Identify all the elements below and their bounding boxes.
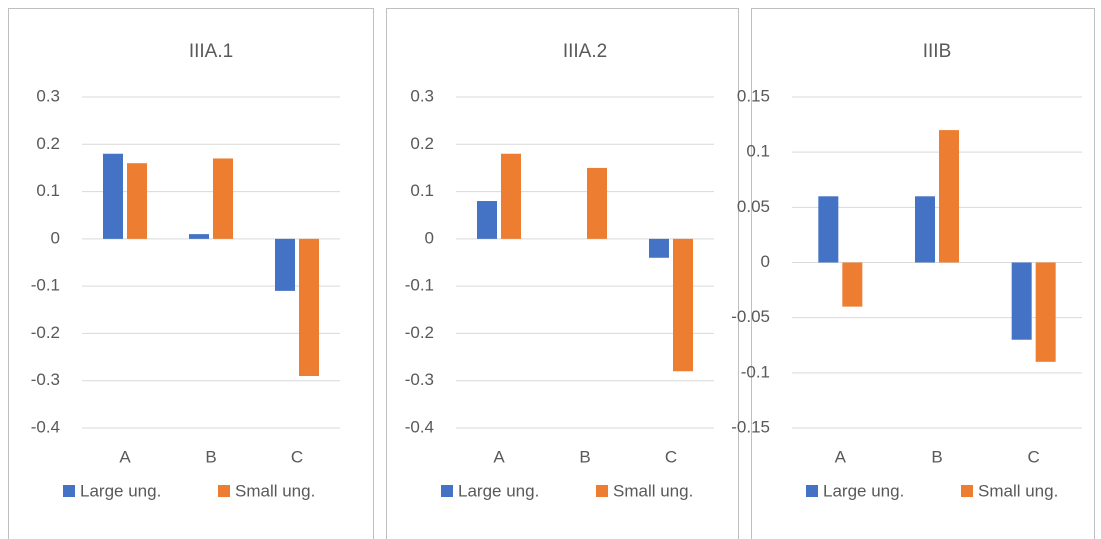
bar — [673, 238, 693, 372]
x-tick-label: B — [205, 447, 216, 466]
y-tick-label: 0.3 — [36, 86, 60, 105]
bar — [127, 163, 147, 239]
legend-label: Large ung. — [80, 481, 161, 500]
y-tick-label: -0.4 — [405, 417, 434, 436]
x-tick-label: A — [119, 447, 131, 466]
chart-title: IIIA.2 — [563, 41, 607, 62]
y-tick-label: 0.3 — [410, 86, 434, 105]
y-tick-label: 0.15 — [737, 86, 770, 105]
panel-border — [8, 8, 374, 539]
x-tick-label: A — [493, 447, 505, 466]
legend-label: Small ung. — [613, 481, 693, 500]
legend-label: Large ung. — [458, 481, 539, 500]
panel-border — [751, 8, 1095, 539]
bar — [842, 262, 863, 307]
y-tick-label: -0.2 — [405, 323, 434, 342]
x-tick-label: C — [1028, 447, 1040, 466]
x-tick-label: B — [931, 447, 942, 466]
y-tick-label: -0.1 — [31, 276, 60, 295]
bar — [939, 130, 959, 263]
bar — [587, 167, 607, 239]
bar — [189, 234, 209, 239]
bar — [299, 238, 319, 376]
chart-title: IIIA.1 — [189, 41, 233, 62]
y-tick-label: -0.3 — [405, 370, 434, 389]
y-tick-label: 0.1 — [410, 181, 434, 200]
bar — [915, 196, 935, 263]
bar — [649, 238, 669, 258]
bar — [501, 153, 521, 239]
x-tick-label: B — [579, 447, 590, 466]
bar — [477, 201, 497, 239]
legend-label: Large ung. — [823, 481, 904, 500]
chart-title: IIIB — [923, 41, 952, 62]
legend-swatch — [441, 485, 453, 497]
bar — [1035, 262, 1056, 362]
legend-label: Small ung. — [235, 481, 315, 500]
bar — [213, 158, 233, 239]
y-tick-label: -0.2 — [31, 323, 60, 342]
panel-border — [386, 8, 739, 539]
bar — [275, 238, 295, 291]
y-tick-label: 0 — [51, 228, 60, 247]
x-tick-label: A — [835, 447, 847, 466]
y-tick-label: 0.05 — [737, 197, 770, 216]
y-tick-label: -0.1 — [741, 362, 770, 381]
y-tick-label: -0.15 — [731, 417, 770, 436]
y-tick-label: 0 — [425, 228, 434, 247]
y-tick-label: -0.05 — [731, 307, 770, 326]
bar — [103, 153, 123, 239]
bar — [1011, 262, 1032, 340]
y-tick-label: 0.1 — [746, 142, 770, 161]
x-tick-label: C — [291, 447, 303, 466]
bar — [818, 196, 839, 263]
legend-swatch — [596, 485, 608, 497]
legend-swatch — [961, 485, 973, 497]
legend-label: Small ung. — [978, 481, 1058, 500]
y-tick-label: 0 — [761, 252, 770, 271]
y-tick-label: -0.3 — [31, 370, 60, 389]
y-tick-label: 0.1 — [36, 181, 60, 200]
legend-swatch — [63, 485, 75, 497]
legend-swatch — [218, 485, 230, 497]
legend-swatch — [806, 485, 818, 497]
y-tick-label: 0.2 — [36, 134, 60, 153]
y-tick-label: -0.4 — [31, 417, 60, 436]
x-tick-label: C — [665, 447, 677, 466]
y-tick-label: -0.1 — [405, 276, 434, 295]
y-tick-label: 0.2 — [410, 134, 434, 153]
